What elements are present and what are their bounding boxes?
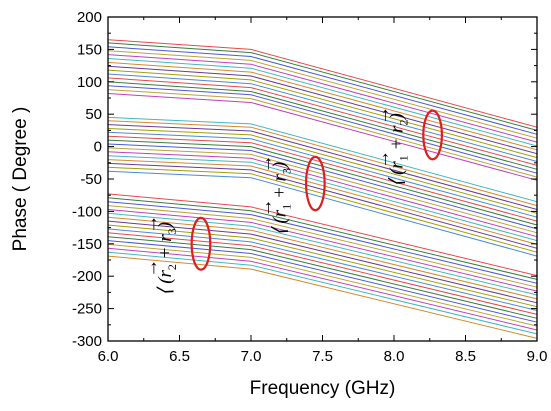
annotation-ellipse <box>304 155 326 212</box>
vector-arrow: → <box>373 150 394 169</box>
series-line <box>107 93 538 181</box>
vector-arrow: → <box>255 199 276 218</box>
y-tick-label: 0 <box>94 139 102 156</box>
series-line <box>107 147 538 234</box>
series-line <box>107 120 538 207</box>
series-line <box>107 89 538 178</box>
x-tick-label: 9.0 <box>527 348 548 365</box>
series-line <box>107 39 538 128</box>
vector-arrow: → <box>141 259 162 278</box>
x-tick-label: 6.5 <box>169 348 190 365</box>
annotation-ellipse <box>422 109 444 161</box>
series-line <box>107 201 538 284</box>
series-line <box>107 216 538 300</box>
y-tick-label: 200 <box>77 9 102 26</box>
series-line <box>107 155 538 242</box>
annotation-bracket: ⟨ <box>387 177 408 187</box>
annotation-label: ⟨ (r1 + r2)→ → <box>373 106 411 187</box>
x-tick-label: 7.0 <box>241 348 262 365</box>
series-line <box>107 193 538 277</box>
annotation-text: (r1 + r3) <box>269 162 293 224</box>
x-axis-title: Frequency (GHz) <box>250 378 396 399</box>
series-line <box>107 42 538 131</box>
y-tick-label: -250 <box>72 301 102 318</box>
vector-arrow: → <box>373 106 394 125</box>
series-line <box>107 116 538 203</box>
series-line <box>107 247 538 331</box>
series-line <box>107 243 538 327</box>
x-tick-label: 7.5 <box>312 348 333 365</box>
series-line <box>107 224 538 308</box>
annotation-ellipse <box>190 216 212 271</box>
series-line <box>107 50 538 139</box>
vector-arrow: → <box>255 155 276 174</box>
x-tick-label: 8.0 <box>384 348 405 365</box>
y-tick-label: -50 <box>80 171 102 188</box>
x-tick-label: 8.5 <box>455 348 476 365</box>
y-tick-label: -300 <box>72 333 102 350</box>
series-line <box>107 170 538 257</box>
ticks-layer: 6.0 6.5 7.0 7.5 8.0 8.5 9.0 200 150 100 50 0 -50 -100… <box>72 9 547 365</box>
y-tick-label: -100 <box>72 203 102 220</box>
series-line <box>107 197 538 280</box>
annotation-label: ⟨ (r2 + r3)→ → <box>141 215 179 296</box>
series-line <box>107 128 538 214</box>
y-tick-label: -200 <box>72 268 102 285</box>
series-line <box>107 135 538 222</box>
series-line <box>107 205 538 288</box>
series-line <box>107 212 538 296</box>
series-line <box>107 159 538 245</box>
series-line <box>107 54 538 143</box>
series-line <box>107 143 538 230</box>
series-line <box>107 166 538 253</box>
y-axis-title: Phase ( Degree ) <box>10 107 31 252</box>
series-line <box>107 236 538 319</box>
vector-arrow: → <box>141 215 162 234</box>
series-line <box>107 139 538 226</box>
series-line <box>107 251 538 335</box>
series-line <box>107 46 538 135</box>
series-line <box>107 255 538 339</box>
series-line <box>107 232 538 315</box>
annotation-bracket: ⟨ <box>269 226 290 236</box>
y-tick-label: 150 <box>77 41 102 58</box>
annotation-label: ⟨ (r1 + r3)→ → <box>255 155 293 236</box>
series-line <box>107 209 538 292</box>
y-tick-label: 50 <box>85 106 102 123</box>
series-line <box>107 220 538 304</box>
series-line <box>107 151 538 238</box>
x-tick-label: 6.0 <box>98 348 119 365</box>
annotation-layer: ⟨(r1 + r2)→→⟨(r1 + r3)→→⟨(r2 + r3)→→ <box>141 106 444 296</box>
series-line <box>107 131 538 218</box>
series-line <box>107 124 538 210</box>
annotation-text: (r1 + r2) <box>387 113 411 175</box>
series-line <box>107 58 538 147</box>
y-tick-label: 100 <box>77 74 102 91</box>
annotation-text: (r2 + r3) <box>155 222 179 284</box>
series-line <box>107 228 538 311</box>
y-tick-label: -150 <box>72 236 102 253</box>
annotation-bracket: ⟨ <box>155 286 176 296</box>
series-line <box>107 240 538 323</box>
series-line <box>107 162 538 249</box>
series-layer <box>107 39 538 339</box>
